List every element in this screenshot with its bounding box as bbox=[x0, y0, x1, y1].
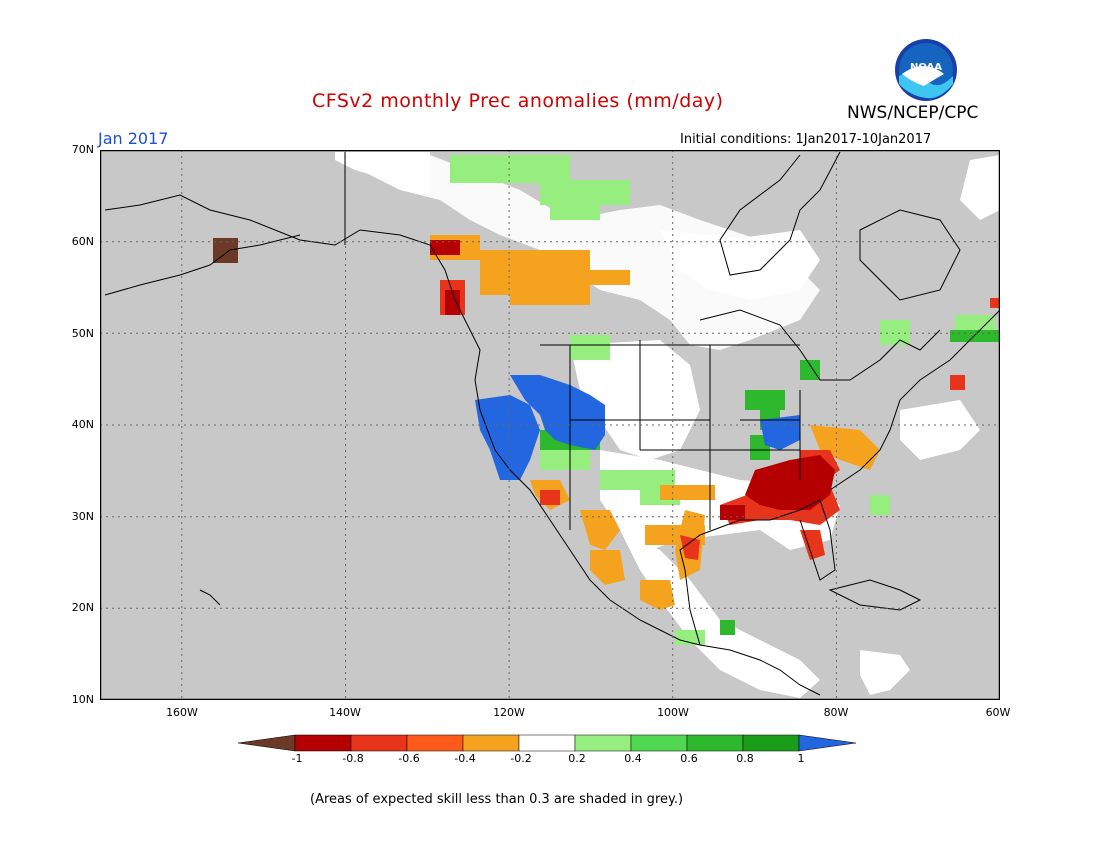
lon-label: 120W bbox=[493, 706, 525, 719]
lon-label: 60W bbox=[985, 706, 1011, 719]
orange-areas bbox=[430, 235, 880, 610]
colorbar-arrow-high bbox=[798, 734, 857, 752]
blue-areas bbox=[475, 375, 800, 480]
noaa-logo-text: NOAA bbox=[910, 62, 942, 73]
skill-footnote: (Areas of expected skill less than 0.3 a… bbox=[310, 792, 684, 807]
lat-label: 30N bbox=[71, 510, 94, 523]
colorbar-label: 0.8 bbox=[736, 752, 754, 765]
lat-label: 60N bbox=[71, 235, 94, 248]
colorbar-label: -0.6 bbox=[398, 752, 420, 765]
brown-areas bbox=[213, 238, 238, 263]
map-frame bbox=[100, 150, 1000, 700]
noaa-logo-icon: NOAA bbox=[895, 39, 957, 101]
lat-label: 40N bbox=[71, 418, 94, 431]
map-title: CFSv2 monthly Prec anomalies (mm/day) bbox=[312, 90, 724, 112]
colorbar-label: 0.6 bbox=[680, 752, 698, 765]
colorbar-label: 1 bbox=[797, 752, 805, 765]
colorbar-segment bbox=[686, 734, 744, 752]
initial-conditions: Initial conditions: 1Jan2017-10Jan2017 bbox=[680, 132, 932, 147]
graticule bbox=[100, 150, 1000, 700]
lon-label: 140W bbox=[329, 706, 361, 719]
lat-label: 70N bbox=[71, 143, 94, 156]
colorbar-arrow-low bbox=[238, 734, 296, 752]
forecast-month: Jan 2017 bbox=[98, 129, 169, 148]
colorbar-label: 0.2 bbox=[568, 752, 586, 765]
lon-label: 160W bbox=[166, 706, 198, 719]
lat-label: 50N bbox=[71, 327, 94, 340]
colorbar-label: -1 bbox=[291, 752, 303, 765]
colorbar-segment bbox=[630, 734, 688, 752]
colorbar-segment bbox=[462, 734, 520, 752]
colorbar-segment bbox=[742, 734, 800, 752]
colorbar-segment bbox=[518, 734, 576, 752]
lat-label: 10N bbox=[71, 693, 94, 706]
colorbar-label: -0.4 bbox=[454, 752, 476, 765]
colorbar-segment bbox=[350, 734, 408, 752]
precip-anomaly-map bbox=[100, 150, 1000, 700]
colorbar-label: 0.4 bbox=[624, 752, 642, 765]
agency-label: NWS/NCEP/CPC bbox=[847, 103, 979, 123]
boundaries bbox=[104, 151, 1000, 696]
lon-label: 100W bbox=[657, 706, 689, 719]
colorbar-segment bbox=[294, 734, 352, 752]
colorbar bbox=[238, 734, 857, 752]
colorbar-segment bbox=[574, 734, 632, 752]
colorbar-label: -0.8 bbox=[342, 752, 364, 765]
lat-label: 20N bbox=[71, 601, 94, 614]
dark-red-areas bbox=[430, 240, 835, 520]
colorbar-segment bbox=[406, 734, 464, 752]
lon-label: 80W bbox=[823, 706, 849, 719]
colorbar-label: -0.2 bbox=[510, 752, 532, 765]
